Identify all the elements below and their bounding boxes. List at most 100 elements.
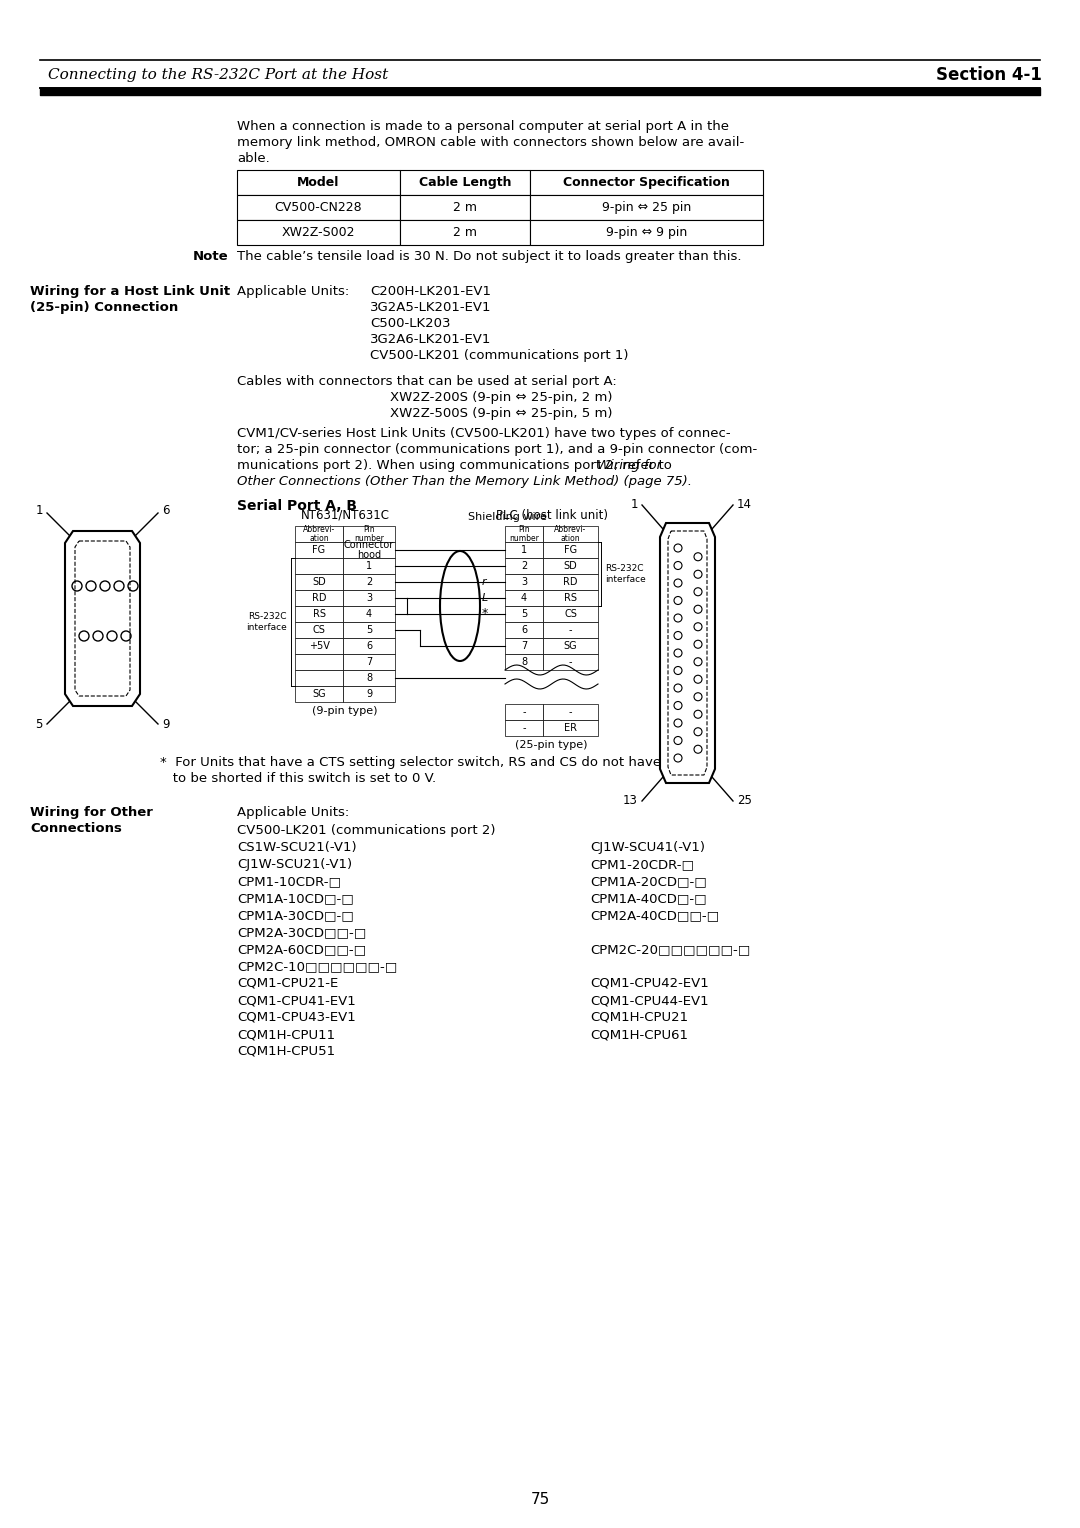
Bar bbox=[237, 196, 400, 220]
Bar bbox=[295, 575, 343, 590]
Text: Wiring for Other: Wiring for Other bbox=[30, 805, 153, 819]
Text: Pin
number: Pin number bbox=[509, 524, 539, 544]
Text: 2 m: 2 m bbox=[453, 202, 477, 214]
Text: Model: Model bbox=[297, 176, 340, 189]
Text: 6: 6 bbox=[366, 642, 373, 651]
Text: CPM2A-30CD□□-□: CPM2A-30CD□□-□ bbox=[237, 926, 366, 940]
Text: XW2Z-500S (9-pin ⇔ 25-pin, 5 m): XW2Z-500S (9-pin ⇔ 25-pin, 5 m) bbox=[390, 406, 612, 420]
Text: +5V: +5V bbox=[309, 642, 329, 651]
Text: When a connection is made to a personal computer at serial port A in the: When a connection is made to a personal … bbox=[237, 121, 729, 133]
Text: FG: FG bbox=[564, 545, 577, 555]
Bar bbox=[505, 639, 543, 654]
Text: L: L bbox=[482, 593, 488, 604]
Bar bbox=[343, 607, 395, 622]
Text: 9-pin ⇔ 25 pin: 9-pin ⇔ 25 pin bbox=[602, 202, 691, 214]
Bar bbox=[343, 558, 395, 575]
Text: 3: 3 bbox=[366, 593, 373, 604]
Text: CQM1-CPU41-EV1: CQM1-CPU41-EV1 bbox=[237, 995, 355, 1007]
Bar bbox=[505, 622, 543, 639]
Text: (25-pin type): (25-pin type) bbox=[515, 740, 588, 750]
Bar bbox=[530, 196, 762, 220]
Text: r: r bbox=[482, 578, 487, 587]
Bar bbox=[543, 720, 598, 736]
Text: -: - bbox=[523, 707, 526, 717]
Text: SG: SG bbox=[564, 642, 578, 651]
Bar bbox=[543, 526, 598, 542]
Text: 5: 5 bbox=[366, 625, 373, 636]
Text: Other Connections (Other Than the Memory Link Method) (page 75).: Other Connections (Other Than the Memory… bbox=[237, 475, 692, 487]
Text: 4: 4 bbox=[521, 593, 527, 604]
Text: 3G2A5-LK201-EV1: 3G2A5-LK201-EV1 bbox=[370, 301, 491, 313]
Text: CJ1W-SCU41(-V1): CJ1W-SCU41(-V1) bbox=[590, 840, 705, 854]
Text: 1: 1 bbox=[36, 504, 43, 518]
Bar bbox=[343, 639, 395, 654]
Text: SG: SG bbox=[312, 689, 326, 698]
Text: 1: 1 bbox=[366, 561, 373, 571]
Text: *  For Units that have a CTS setting selector switch, RS and CS do not have: * For Units that have a CTS setting sele… bbox=[160, 756, 661, 769]
Text: RD: RD bbox=[312, 593, 326, 604]
Text: The cable’s tensile load is 30 N. Do not subject it to loads greater than this.: The cable’s tensile load is 30 N. Do not… bbox=[237, 251, 742, 263]
Bar bbox=[543, 654, 598, 669]
Text: CV500-LK201 (communications port 1): CV500-LK201 (communications port 1) bbox=[370, 348, 629, 362]
Bar bbox=[505, 720, 543, 736]
Text: *: * bbox=[482, 608, 488, 620]
Bar bbox=[400, 170, 530, 196]
Bar bbox=[543, 622, 598, 639]
Text: Connector
hood: Connector hood bbox=[343, 539, 394, 561]
Text: RS-232C
interface: RS-232C interface bbox=[605, 564, 646, 584]
Text: FG: FG bbox=[312, 545, 325, 555]
Text: RS: RS bbox=[564, 593, 577, 604]
Bar bbox=[530, 220, 762, 244]
Bar bbox=[237, 170, 400, 196]
Text: 8: 8 bbox=[366, 672, 373, 683]
Text: 6: 6 bbox=[162, 504, 170, 518]
Text: 2: 2 bbox=[366, 578, 373, 587]
Bar bbox=[343, 669, 395, 686]
Text: CV500-CN228: CV500-CN228 bbox=[274, 202, 362, 214]
Text: Applicable Units:: Applicable Units: bbox=[237, 286, 349, 298]
Text: ER: ER bbox=[564, 723, 577, 733]
Text: CQM1H-CPU11: CQM1H-CPU11 bbox=[237, 1028, 335, 1041]
Text: NT631/NT631C: NT631/NT631C bbox=[300, 509, 390, 523]
Bar bbox=[505, 607, 543, 622]
Text: CQM1-CPU44-EV1: CQM1-CPU44-EV1 bbox=[590, 995, 708, 1007]
Text: Abbrevi-
ation: Abbrevi- ation bbox=[302, 524, 335, 544]
Bar bbox=[295, 590, 343, 607]
Text: CJ1W-SCU21(-V1): CJ1W-SCU21(-V1) bbox=[237, 859, 352, 871]
Text: CQM1-CPU42-EV1: CQM1-CPU42-EV1 bbox=[590, 976, 708, 990]
Text: Section 4-1: Section 4-1 bbox=[936, 66, 1042, 84]
Text: CPM1A-30CD□-□: CPM1A-30CD□-□ bbox=[237, 909, 354, 921]
Text: CPM1A-20CD□-□: CPM1A-20CD□-□ bbox=[590, 876, 706, 888]
Text: Cables with connectors that can be used at serial port A:: Cables with connectors that can be used … bbox=[237, 374, 617, 388]
Bar bbox=[400, 220, 530, 244]
Bar bbox=[343, 590, 395, 607]
Text: CPM2A-60CD□□-□: CPM2A-60CD□□-□ bbox=[237, 943, 366, 957]
Bar bbox=[505, 542, 543, 558]
Bar bbox=[295, 542, 343, 558]
Text: PLC (host link unit): PLC (host link unit) bbox=[496, 509, 607, 523]
Bar bbox=[505, 575, 543, 590]
Bar bbox=[343, 654, 395, 669]
Text: CQM1H-CPU61: CQM1H-CPU61 bbox=[590, 1028, 688, 1041]
Text: CVM1/CV-series Host Link Units (CV500-LK201) have two types of connec-: CVM1/CV-series Host Link Units (CV500-LK… bbox=[237, 426, 731, 440]
Bar bbox=[530, 170, 762, 196]
Bar bbox=[343, 686, 395, 701]
Text: 2: 2 bbox=[521, 561, 527, 571]
Text: -: - bbox=[569, 657, 572, 668]
Text: XW2Z-200S (9-pin ⇔ 25-pin, 2 m): XW2Z-200S (9-pin ⇔ 25-pin, 2 m) bbox=[390, 391, 612, 403]
Text: 25: 25 bbox=[737, 795, 752, 807]
Text: CPM1-20CDR-□: CPM1-20CDR-□ bbox=[590, 859, 694, 871]
Bar bbox=[543, 639, 598, 654]
Bar bbox=[505, 654, 543, 669]
Bar bbox=[343, 622, 395, 639]
Text: CQM1H-CPU21: CQM1H-CPU21 bbox=[590, 1012, 688, 1024]
Text: RD: RD bbox=[564, 578, 578, 587]
Text: munications port 2). When using communications port 2, refer to: munications port 2). When using communic… bbox=[237, 458, 685, 472]
Bar bbox=[295, 639, 343, 654]
Text: tor; a 25-pin connector (communications port 1), and a 9-pin connector (com-: tor; a 25-pin connector (communications … bbox=[237, 443, 757, 455]
Text: 13: 13 bbox=[623, 795, 638, 807]
Text: 3: 3 bbox=[521, 578, 527, 587]
Text: memory link method, OMRON cable with connectors shown below are avail-: memory link method, OMRON cable with con… bbox=[237, 136, 744, 150]
Bar bbox=[543, 575, 598, 590]
Text: Cable Length: Cable Length bbox=[419, 176, 511, 189]
